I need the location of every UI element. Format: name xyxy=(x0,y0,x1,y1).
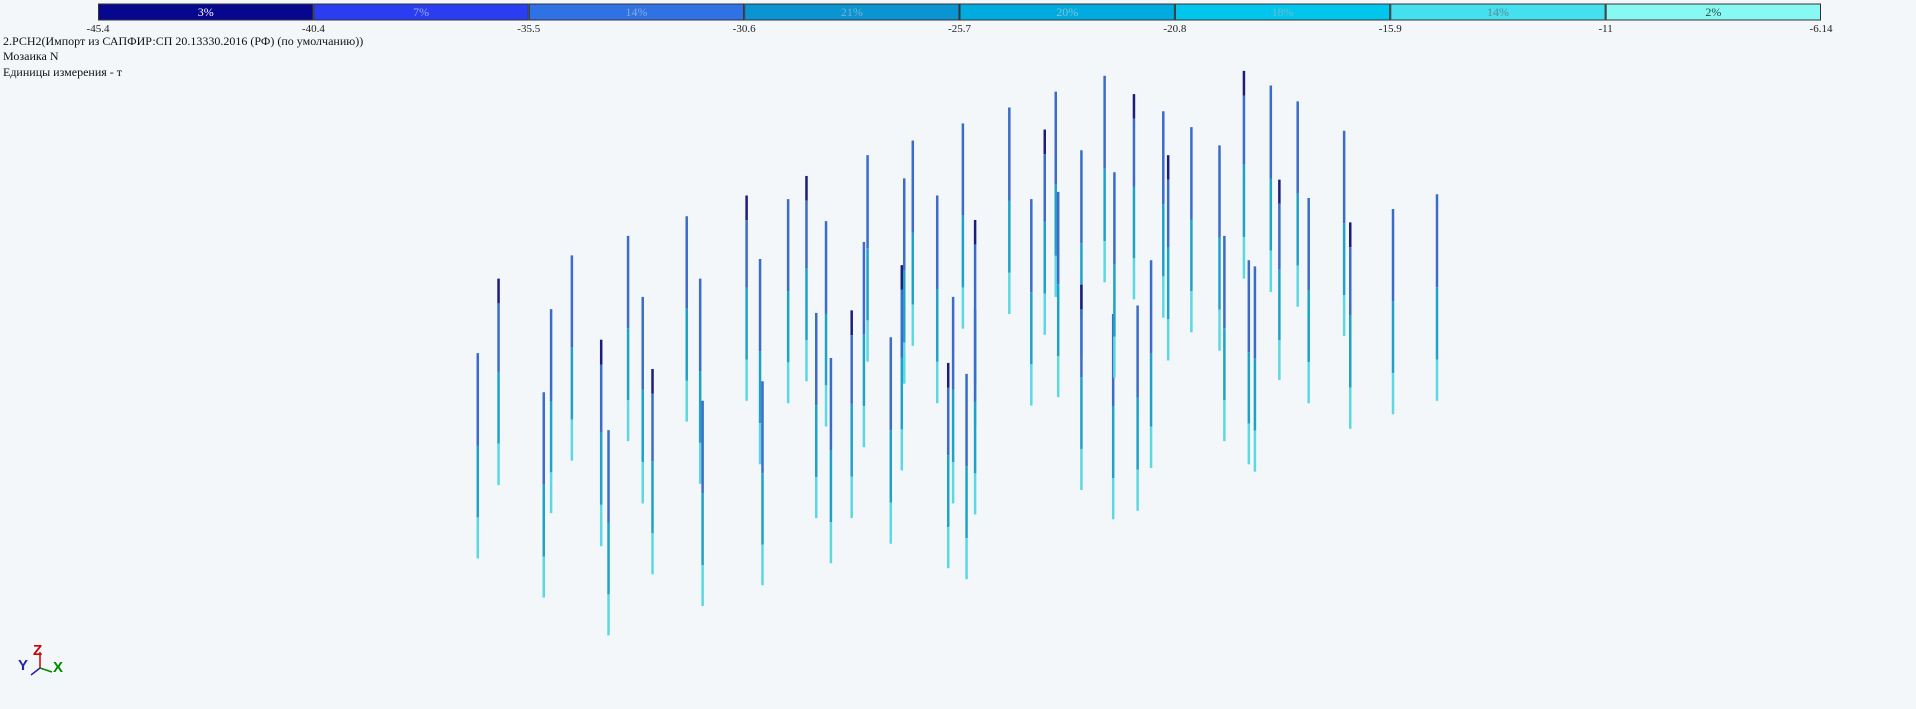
scale-bound: -15.9 xyxy=(1379,23,1402,35)
segment-percent: 20% xyxy=(1056,5,1078,19)
units: Единицы измерения - т xyxy=(3,65,123,79)
segment-percent: 21% xyxy=(841,5,863,19)
scale-bound: -35.5 xyxy=(517,23,540,35)
scale-bound: -11 xyxy=(1598,23,1612,35)
y-axis xyxy=(30,667,41,676)
x-axis xyxy=(39,667,53,673)
scale-segment xyxy=(98,3,314,21)
axis-triad: Y Z X xyxy=(18,642,63,676)
scale-segment xyxy=(1174,3,1391,21)
load-case: 2.РСН2(Импорт из САПФИР:СП 20.13330.2016… xyxy=(3,34,363,48)
y-label: Y xyxy=(18,657,28,674)
scale-segment xyxy=(959,3,1175,21)
scale-bound: -30.6 xyxy=(733,23,756,35)
scale-bound: -40.4 xyxy=(302,23,325,35)
scale-bound: -20.8 xyxy=(1163,23,1186,35)
scale-bound: -25.7 xyxy=(948,23,971,35)
z-label: Z xyxy=(33,642,42,659)
segment-percent: 18% xyxy=(1272,5,1294,19)
scale-bound: -45.4 xyxy=(87,23,110,35)
segment-percent: 14% xyxy=(625,5,647,19)
scale-segment xyxy=(528,3,745,21)
scale-segment xyxy=(1390,3,1606,21)
mode: Мозаика N xyxy=(3,49,59,63)
x-label: X xyxy=(53,659,63,676)
scale-bound: -6.14 xyxy=(1810,23,1833,35)
columns xyxy=(476,70,1439,636)
color-scale: 3% 7% 14% 21% 20% 18% 14% 2% -45.4 -40.4 -35.5 -30.… xyxy=(87,3,1833,35)
segment-percent: 7% xyxy=(413,5,429,19)
segment-percent: 2% xyxy=(1705,5,1721,19)
segment-percent: 14% xyxy=(1487,5,1509,19)
scale-segment xyxy=(1605,3,1821,21)
segment-percent: 3% xyxy=(198,5,214,19)
scale-segment xyxy=(313,3,529,21)
scale-segment xyxy=(744,3,960,21)
